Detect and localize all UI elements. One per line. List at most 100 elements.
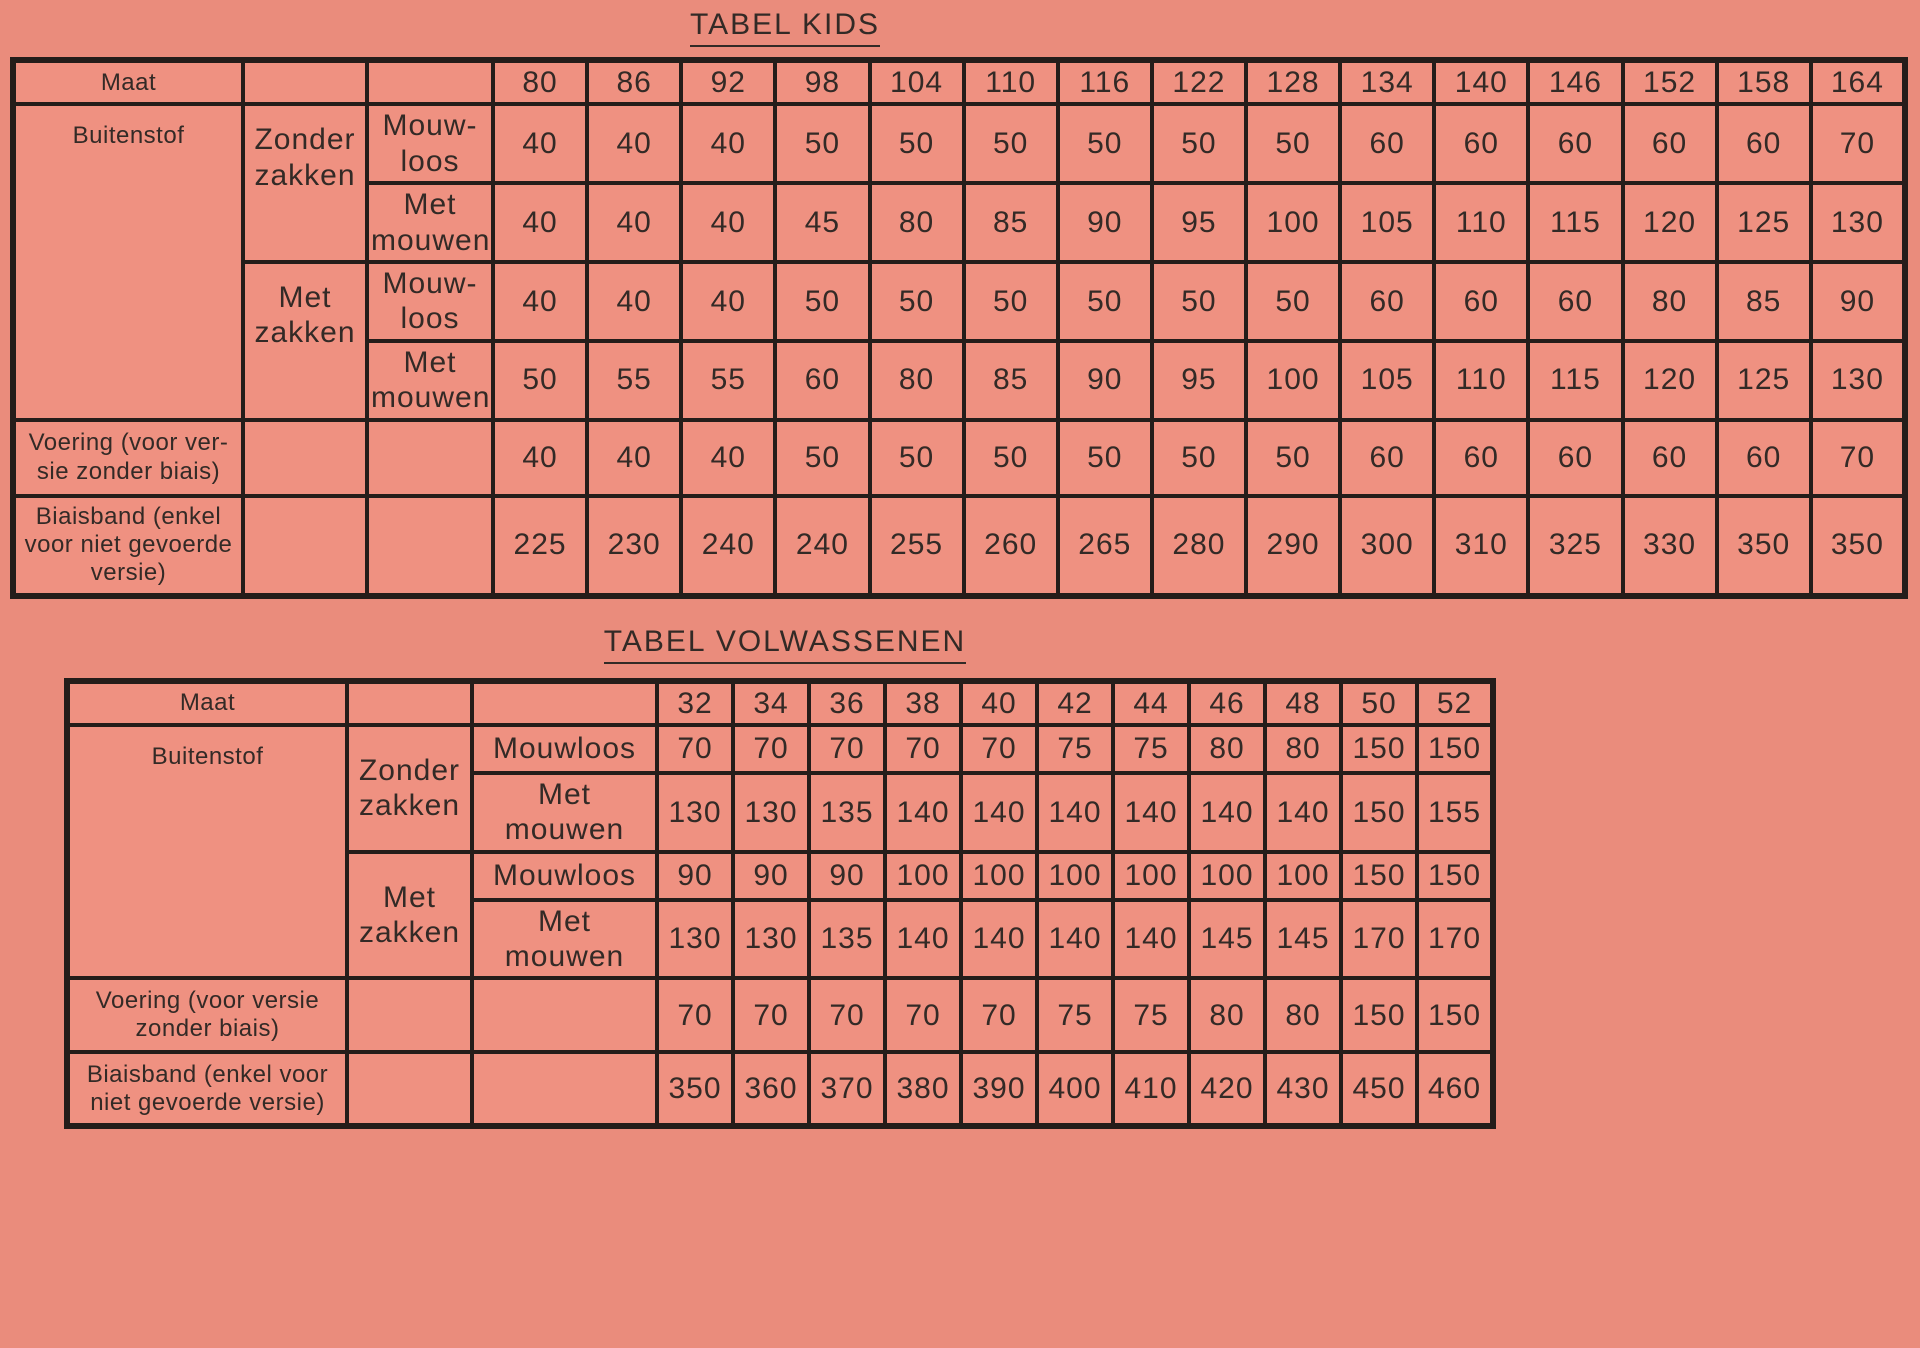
value-cell: 80 [1620, 259, 1719, 343]
value-cell: 130 [1808, 338, 1908, 422]
empty-cell [345, 976, 474, 1055]
value-cell: 75 [1111, 722, 1191, 775]
row-label-cell: Met mouwen [365, 181, 495, 264]
value-cell: 50 [961, 417, 1060, 498]
size-header-cell: 158 [1714, 57, 1813, 107]
row-label-cell: Met mouwen [365, 338, 495, 422]
table-row: Met mouwen 130 130 135 140 140 140 140 1… [67, 897, 1495, 981]
value-cell: 85 [961, 338, 1060, 422]
size-header-cell: 52 [1415, 678, 1495, 727]
value-cell: 50 [1243, 259, 1343, 343]
value-cell: 60 [1338, 417, 1437, 498]
met-zakken-label-cell: Met zakken [241, 259, 369, 422]
kids-table: Maat 80 86 92 98 104 110 116 122 128 134… [10, 57, 1908, 599]
value-cell: 60 [1620, 102, 1719, 186]
value-cell: 100 [1243, 181, 1343, 264]
size-header-cell: 164 [1808, 57, 1908, 107]
value-cell: 60 [1620, 417, 1719, 498]
value-cell: 40 [679, 102, 778, 186]
value-cell: 300 [1338, 493, 1437, 598]
value-cell: 70 [655, 976, 735, 1055]
value-cell: 135 [807, 770, 887, 854]
value-cell: 50 [961, 102, 1060, 186]
value-cell: 140 [1035, 770, 1115, 854]
empty-cell [470, 976, 659, 1055]
value-cell: 60 [1432, 102, 1531, 186]
value-cell: 70 [883, 976, 963, 1055]
value-cell: 60 [1338, 259, 1437, 343]
value-cell: 150 [1339, 976, 1419, 1055]
biaisband-label-cell: Biaisband (enkel voor niet gevoerde vers… [11, 493, 245, 598]
zonder-zakken-label-cell: Zonder zakken [345, 722, 474, 854]
value-cell: 100 [1263, 849, 1343, 902]
value-cell: 60 [1432, 417, 1531, 498]
value-cell: 170 [1339, 897, 1419, 981]
value-cell: 85 [961, 181, 1060, 264]
row-label-cell: Mouwloos [470, 722, 659, 775]
value-cell: 140 [1111, 897, 1191, 981]
kids-header-row: Maat 80 86 92 98 104 110 116 122 128 134… [11, 57, 1908, 107]
empty-cell [365, 493, 495, 598]
value-cell: 85 [1714, 259, 1813, 343]
value-cell: 140 [1035, 897, 1115, 981]
met-zakken-label-cell: Met zakken [345, 849, 474, 981]
adults-table: Maat 32 34 36 38 40 42 44 46 48 50 52 Bu… [64, 677, 1496, 1130]
value-cell: 80 [1263, 976, 1343, 1055]
value-cell: 90 [731, 849, 811, 902]
value-cell: 50 [867, 259, 966, 343]
table-row: Buitenstof Zonder zakken Mouwloos 70 70 … [65, 722, 1495, 981]
value-cell: 230 [585, 493, 684, 598]
value-cell: 70 [655, 722, 735, 775]
value-cell: 140 [1187, 770, 1267, 854]
value-cell: 60 [1338, 102, 1437, 186]
value-cell: 350 [1714, 493, 1813, 598]
size-header-cell: 36 [807, 678, 887, 727]
value-cell: 40 [490, 417, 590, 498]
table-row: Met zakken Mouwloos 90 90 90 100 100 100… [67, 849, 1495, 981]
value-cell: 120 [1620, 181, 1719, 264]
value-cell: 70 [807, 976, 887, 1055]
value-cell: 240 [679, 493, 778, 598]
table-row: Met mouwen 130 130 135 140 140 140 140 1… [67, 770, 1495, 854]
value-cell: 50 [1055, 259, 1154, 343]
value-cell: 50 [1055, 102, 1154, 186]
value-cell: 40 [490, 181, 590, 264]
value-cell: 265 [1055, 493, 1154, 598]
table-row: Biaisband (enkel voor niet gevoerde vers… [65, 1050, 1495, 1129]
value-cell: 60 [1432, 259, 1531, 343]
value-cell: 50 [1243, 417, 1343, 498]
value-cell: 115 [1526, 338, 1625, 422]
value-cell: 70 [959, 722, 1039, 775]
value-cell: 430 [1263, 1050, 1343, 1129]
empty-cell [241, 57, 369, 107]
value-cell: 325 [1526, 493, 1625, 598]
value-cell: 255 [867, 493, 966, 598]
value-cell: 40 [585, 102, 684, 186]
size-header-cell: 40 [959, 678, 1039, 727]
value-cell: 80 [1263, 722, 1343, 775]
value-cell: 460 [1415, 1050, 1495, 1129]
value-cell: 105 [1338, 338, 1437, 422]
size-header-cell: 122 [1149, 57, 1249, 107]
size-header-cell: 128 [1243, 57, 1343, 107]
value-cell: 100 [1111, 849, 1191, 902]
value-cell: 40 [490, 259, 590, 343]
value-cell: 60 [1526, 259, 1625, 343]
value-cell: 40 [679, 259, 778, 343]
value-cell: 140 [959, 897, 1039, 981]
buitenstof-label-cell: Buitenstof [65, 722, 349, 981]
value-cell: 95 [1149, 181, 1249, 264]
size-header-cell: 116 [1055, 57, 1154, 107]
buitenstof-label-cell: Buitenstof [11, 102, 245, 422]
adults-table-title-row: TABEL VOLWASSENEN [0, 599, 1570, 664]
value-cell: 95 [1149, 338, 1249, 422]
value-cell: 155 [1415, 770, 1495, 854]
empty-cell [345, 678, 474, 727]
value-cell: 50 [773, 259, 872, 343]
value-cell: 60 [1714, 102, 1813, 186]
value-cell: 100 [883, 849, 963, 902]
size-header-cell: 44 [1111, 678, 1191, 727]
value-cell: 70 [807, 722, 887, 775]
value-cell: 140 [1263, 770, 1343, 854]
value-cell: 150 [1339, 722, 1419, 775]
